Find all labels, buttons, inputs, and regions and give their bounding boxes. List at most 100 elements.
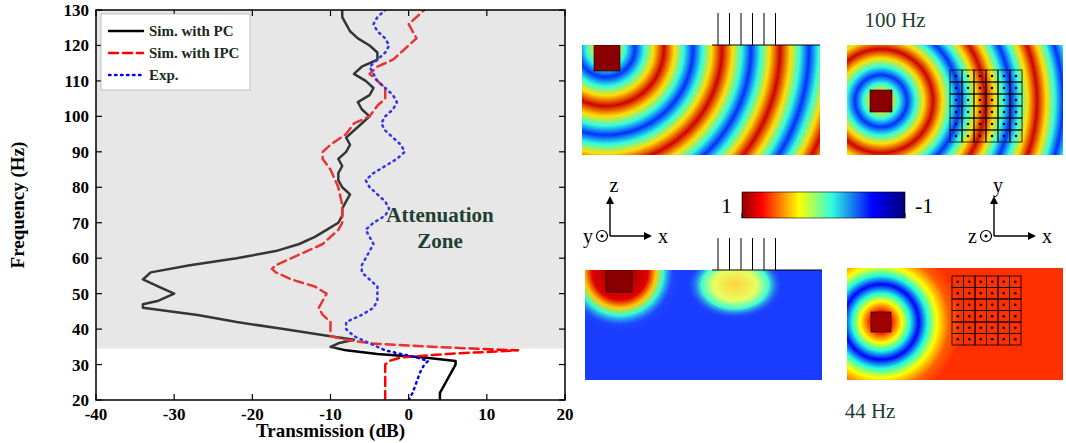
grid-cell bbox=[964, 299, 976, 311]
axis-letter: y bbox=[583, 225, 593, 248]
y-tick-label: 40 bbox=[72, 320, 89, 339]
grid-dot bbox=[956, 326, 959, 329]
y-tick bbox=[96, 293, 102, 294]
grid-cell bbox=[1010, 70, 1022, 82]
y-tick-label: 90 bbox=[72, 143, 89, 162]
grid-cell bbox=[974, 118, 986, 130]
grid-dot bbox=[991, 315, 994, 318]
grid-dot bbox=[1002, 326, 1005, 329]
figure: AttenuationZone-40-30-20-100102020304050… bbox=[0, 0, 1066, 443]
grid-dot bbox=[979, 338, 982, 341]
grid-dot bbox=[1002, 315, 1005, 318]
grid-dot bbox=[979, 99, 982, 102]
grid-dot bbox=[967, 99, 970, 102]
grid-cell bbox=[986, 70, 998, 82]
colorbar bbox=[742, 192, 905, 218]
y-tick-label: 130 bbox=[64, 1, 90, 20]
surface-line bbox=[712, 270, 822, 271]
field-panel bbox=[582, 45, 820, 155]
field bbox=[585, 270, 822, 380]
y-tick bbox=[96, 328, 102, 329]
colorbar-tick bbox=[742, 213, 743, 218]
grid-dot bbox=[955, 87, 958, 90]
legend-label: Exp. bbox=[149, 67, 179, 83]
grid-dot bbox=[1015, 75, 1018, 78]
x-tick bbox=[330, 394, 331, 400]
y-tick bbox=[559, 80, 565, 81]
pillar bbox=[729, 13, 730, 45]
grid-dot bbox=[979, 111, 982, 114]
x-tick bbox=[486, 394, 487, 400]
grid-dot bbox=[1003, 123, 1006, 126]
x-tick bbox=[330, 10, 331, 16]
grid-cell bbox=[987, 276, 999, 288]
grid-cell bbox=[950, 106, 962, 118]
colorbar-tick bbox=[905, 213, 906, 218]
zone-label: AttenuationZone bbox=[386, 203, 494, 253]
grid-cell bbox=[962, 130, 974, 142]
grid-cell bbox=[950, 70, 962, 82]
y-tick-label: 70 bbox=[72, 214, 89, 233]
grid-dot bbox=[1015, 111, 1018, 114]
grid-cell bbox=[1010, 106, 1022, 118]
field-panel bbox=[847, 45, 1063, 155]
grid-cell bbox=[975, 322, 987, 334]
axis-letter: x bbox=[1042, 225, 1052, 247]
axis-letter: z bbox=[968, 225, 977, 247]
pillars bbox=[712, 13, 820, 45]
legend-swatch bbox=[109, 74, 143, 77]
grid-cell bbox=[1010, 334, 1022, 346]
grid-cell bbox=[974, 94, 986, 106]
grid-dot bbox=[1014, 292, 1017, 295]
grid-dot bbox=[991, 326, 994, 329]
pillar bbox=[718, 13, 719, 45]
grid-cell bbox=[975, 311, 987, 323]
grid-cell bbox=[950, 82, 962, 94]
grid-dot bbox=[991, 135, 994, 138]
axis-triad: yzx bbox=[968, 174, 1052, 247]
pillar bbox=[718, 238, 719, 270]
y-tick-label: 80 bbox=[72, 178, 89, 197]
grid-dot bbox=[1015, 135, 1018, 138]
grid-cell bbox=[974, 82, 986, 94]
grid-cell bbox=[975, 299, 987, 311]
grid-dot bbox=[1015, 123, 1018, 126]
x-tick-label: 10 bbox=[478, 405, 495, 424]
grid-cell bbox=[987, 288, 999, 300]
grid-cell bbox=[986, 130, 998, 142]
grid-dot bbox=[979, 303, 982, 306]
colorbar-label: -1 bbox=[915, 193, 933, 218]
grid-cell bbox=[974, 106, 986, 118]
grid-dot bbox=[968, 338, 971, 341]
grid-dot bbox=[955, 123, 958, 126]
grid-cell bbox=[998, 322, 1010, 334]
grid-cell bbox=[986, 82, 998, 94]
legend-label: Sim. with PC bbox=[149, 23, 234, 39]
grid-dot bbox=[967, 75, 970, 78]
grid-cell bbox=[975, 334, 987, 346]
grid-cell bbox=[1010, 118, 1022, 130]
grid-dot bbox=[968, 326, 971, 329]
frequency-label: 100 Hz bbox=[864, 8, 925, 32]
grid-dot bbox=[1015, 99, 1018, 102]
grid-cell bbox=[998, 311, 1010, 323]
pillar bbox=[741, 13, 742, 45]
zone-label-line: Zone bbox=[417, 229, 463, 253]
y-tick bbox=[559, 45, 565, 46]
grid-dot bbox=[968, 280, 971, 283]
field bbox=[585, 270, 822, 380]
y-tick bbox=[559, 187, 565, 188]
grid-cell bbox=[964, 334, 976, 346]
grid-dot bbox=[979, 75, 982, 78]
legend-swatch bbox=[109, 30, 143, 33]
grid-dot bbox=[956, 280, 959, 283]
grid-dot bbox=[991, 303, 994, 306]
frequency-label: 44 Hz bbox=[845, 399, 896, 423]
grid-cell bbox=[998, 106, 1010, 118]
grid-dot bbox=[955, 111, 958, 114]
axis-arrow bbox=[610, 235, 650, 236]
grid-cell bbox=[950, 130, 962, 142]
grid-dot bbox=[979, 135, 982, 138]
grid-dot bbox=[979, 315, 982, 318]
grid-cell bbox=[998, 82, 1010, 94]
